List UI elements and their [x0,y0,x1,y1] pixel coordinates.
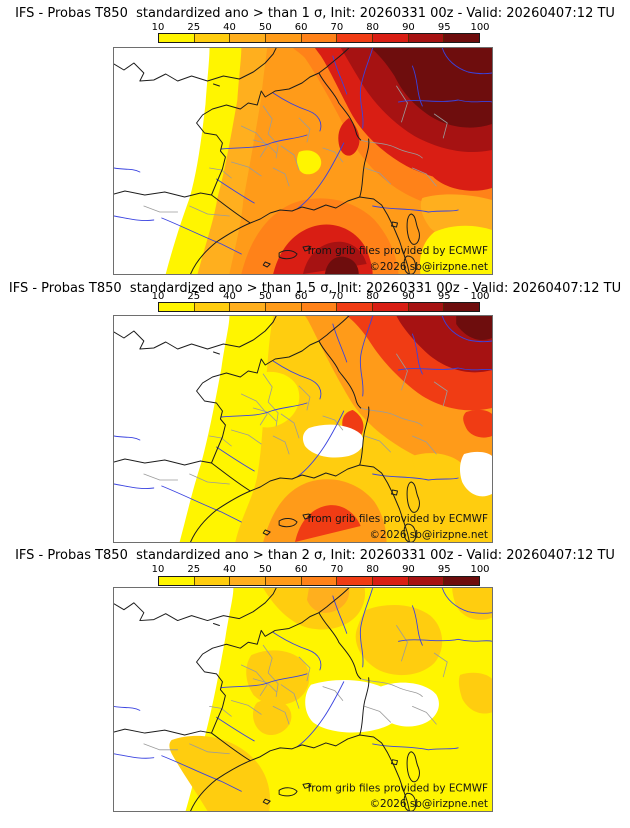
colorbar-cell [408,577,445,585]
colorbar-cell [266,303,302,311]
colorbar-cell [444,34,480,42]
colorbar-cell [266,577,302,585]
colorbar-tick-label: 95 [437,291,451,302]
colorbar-tick-label: 40 [223,564,236,575]
copyright-credit: ©2026 sb@irizpne.net [370,798,488,810]
ecmwf-credit: from grib files provided by ECMWF [307,245,488,257]
colorbar-tick-label: 60 [294,564,308,575]
colorbar-tick-label: 90 [402,291,415,302]
colorbar-cell [408,34,445,42]
copyright-credit: ©2026 sb@irizpne.net [369,529,488,541]
colorbar-cell [301,303,338,311]
colorbar-tick-label: 50 [258,564,272,575]
colorbar-cell [230,577,267,585]
probability-field [169,588,492,811]
colorbar-cell [194,303,231,311]
colorbar-cell [373,303,409,311]
colorbar-cell [159,577,195,585]
ecmwf-credit: from grib files provided by ECMWF [308,782,488,794]
colorbar-tick-label: 60 [294,291,308,302]
colorbar-tick-label: 25 [187,291,201,302]
colorbar-tick-label: 90 [402,564,415,575]
colorbar-cell [444,303,480,311]
colorbar-tick-label: 80 [366,564,380,575]
colorbar [158,576,480,586]
colorbar-cell [337,34,374,42]
colorbar-tick-label: 10 [151,564,165,575]
panel-title: IFS - Probas T850 standardized ano > tha… [15,6,615,21]
colorbar [158,302,480,312]
colorbar-cell [373,34,409,42]
colorbar-tick-label: 70 [330,291,344,302]
probability-map-2sigma: from grib files provided by ECMWF ©2026 … [113,587,493,812]
colorbar-tick-label: 40 [223,291,236,302]
colorbar-cell [266,34,302,42]
colorbar-tick-row: 10 25 40 50 60 70 80 90 95 100 [152,564,490,575]
colorbar-tick-label: 70 [330,564,344,575]
colorbar-tick-label: 25 [187,22,201,33]
panel-title: IFS - Probas T850 standardized ano > tha… [15,548,615,563]
colorbar-tick-label: 95 [437,564,451,575]
colorbar-tick-label: 80 [366,291,380,302]
probability-field [165,48,492,274]
colorbar-cell [230,303,267,311]
probability-map-1.5sigma: from grib files provided by ECMWF ©2026 … [113,315,493,543]
probability-map-1sigma: from grib files provided by ECMWF ©2026 … [113,47,493,275]
colorbar-tick-row: 10 25 40 50 60 70 80 90 95 100 [152,291,490,302]
probability-field [179,316,492,542]
panel-title: IFS - Probas T850 standardized ano > tha… [8,281,622,296]
colorbar-cell [159,34,195,42]
colorbar-tick-label: 25 [187,564,201,575]
colorbar-tick-label: 100 [470,22,490,33]
colorbar-cell [301,577,338,585]
copyright-credit: ©2026 sb@irizpne.net [369,261,488,273]
colorbar-tick-label: 90 [402,22,415,33]
ecmwf-credit: from grib files provided by ECMWF [307,513,488,525]
colorbar-cell [337,577,374,585]
colorbar-tick-label: 100 [470,564,490,575]
colorbar-tick-label: 70 [330,22,344,33]
colorbar-tick-label: 60 [294,22,308,33]
colorbar-tick-label: 50 [258,22,272,33]
colorbar-cell [159,303,195,311]
colorbar-tick-row: 10 25 40 50 60 70 80 90 95 100 [152,22,490,33]
colorbar-tick-label: 95 [437,22,451,33]
colorbar-cell [301,34,338,42]
colorbar-cell [230,34,267,42]
colorbar-tick-label: 50 [258,291,272,302]
colorbar [158,33,480,43]
colorbar-tick-label: 10 [151,22,165,33]
colorbar-tick-label: 10 [151,291,165,302]
colorbar-cell [337,303,374,311]
colorbar-cell [194,34,231,42]
colorbar-cell [373,577,409,585]
colorbar-tick-label: 40 [223,22,236,33]
colorbar-tick-label: 80 [366,22,380,33]
colorbar-tick-label: 100 [470,291,490,302]
colorbar-cell [444,577,480,585]
colorbar-cell [408,303,445,311]
colorbar-cell [194,577,231,585]
